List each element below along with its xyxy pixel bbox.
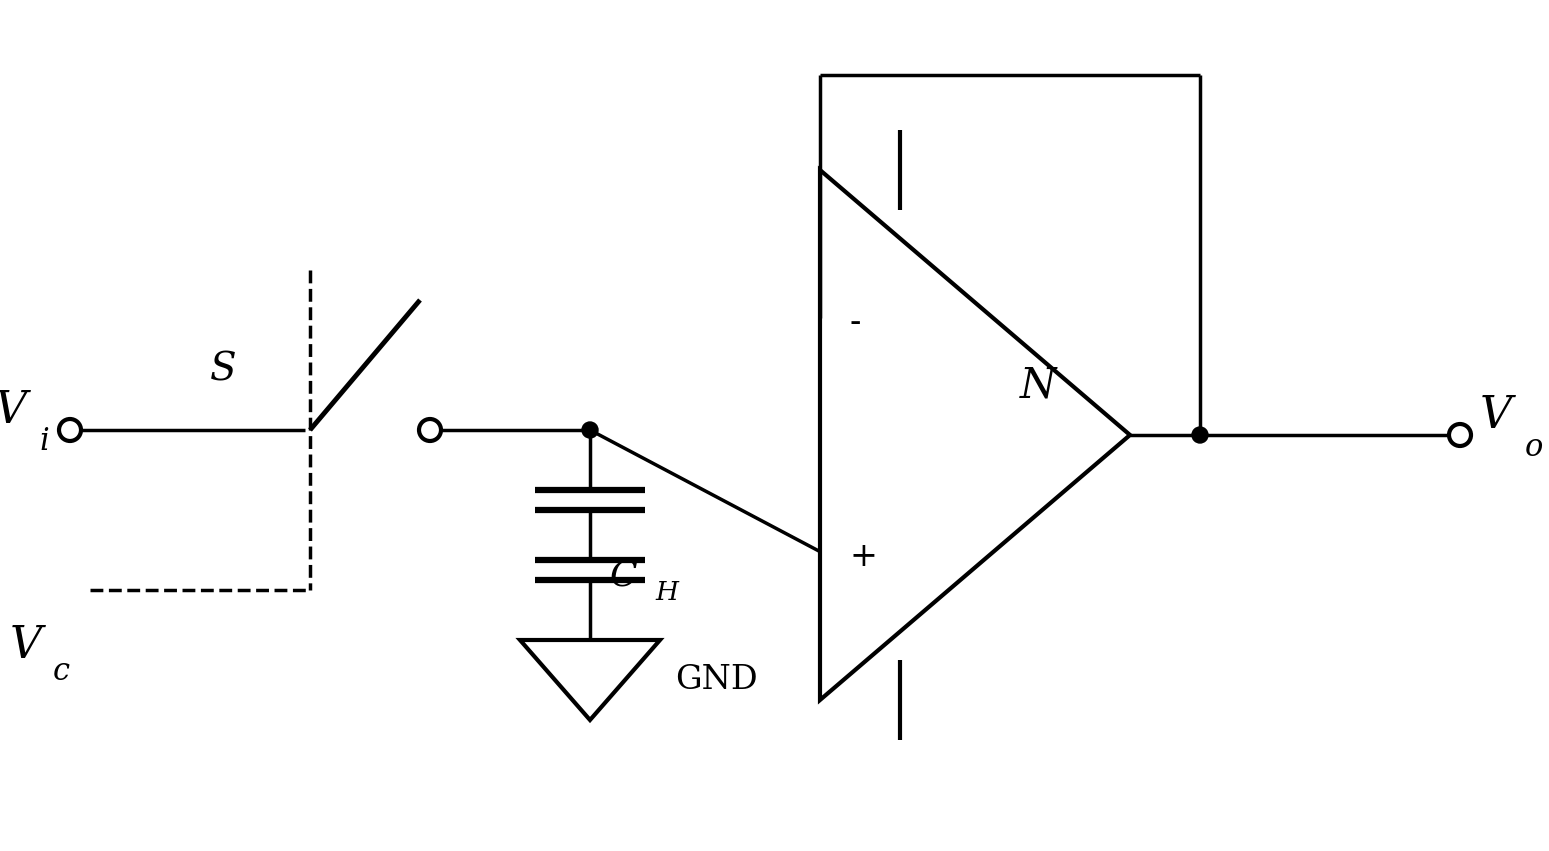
Text: S: S	[211, 351, 237, 389]
Circle shape	[418, 419, 441, 441]
Text: -: -	[850, 307, 861, 340]
Circle shape	[59, 419, 81, 441]
Circle shape	[1448, 424, 1472, 446]
Text: i: i	[39, 426, 48, 458]
Circle shape	[582, 422, 598, 438]
Text: N: N	[1019, 364, 1056, 406]
Text: c: c	[53, 656, 70, 688]
Text: C: C	[610, 558, 638, 592]
Text: V: V	[0, 388, 28, 431]
Text: o: o	[1526, 431, 1543, 462]
Text: V: V	[1479, 393, 1512, 437]
Text: V: V	[9, 624, 42, 666]
Circle shape	[1193, 427, 1208, 443]
Text: +: +	[850, 540, 878, 573]
Text: GND: GND	[675, 664, 757, 696]
Text: H: H	[655, 580, 678, 604]
